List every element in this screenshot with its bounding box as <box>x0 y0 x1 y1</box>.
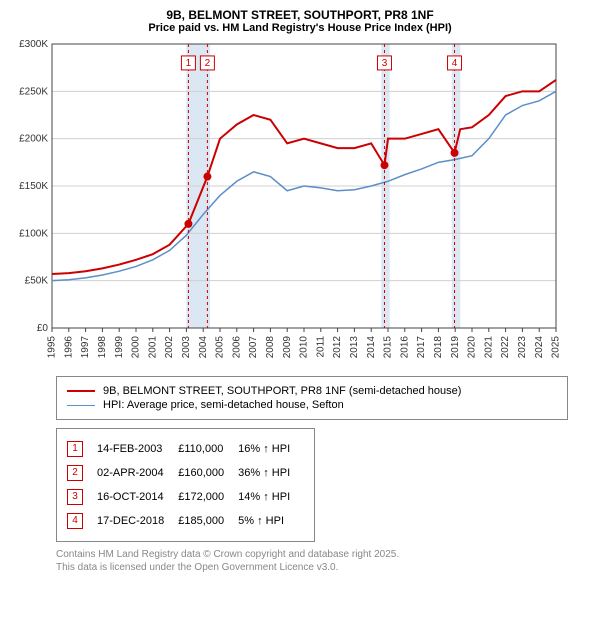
footer-line-2: This data is licensed under the Open Gov… <box>56 561 568 574</box>
svg-text:£0: £0 <box>37 323 49 334</box>
svg-text:£200K: £200K <box>19 134 48 145</box>
legend-swatch <box>67 390 95 392</box>
footer-attribution: Contains HM Land Registry data © Crown c… <box>56 548 568 574</box>
svg-text:2023: 2023 <box>517 336 528 359</box>
events-table: 1 14-FEB-2003£110,00016% ↑ HPI 2 02-APR-200… <box>56 428 315 542</box>
event-date: 14-FEB-2003 <box>97 439 178 459</box>
svg-text:1: 1 <box>186 58 192 69</box>
svg-text:2003: 2003 <box>181 336 192 359</box>
svg-text:2025: 2025 <box>551 336 562 359</box>
price-chart: £0 £50K £100K £150K £200K £250K £300K 1995 1996 1… <box>8 38 568 368</box>
svg-text:£150K: £150K <box>19 181 48 192</box>
event-delta: 14% ↑ HPI <box>238 487 304 507</box>
svg-text:2014: 2014 <box>366 336 377 359</box>
svg-text:£50K: £50K <box>25 276 49 287</box>
legend: 9B, BELMONT STREET, SOUTHPORT, PR8 1NF (… <box>56 376 568 420</box>
svg-text:2010: 2010 <box>299 336 310 359</box>
event-price: £160,000 <box>178 463 238 483</box>
event-marker: 2 <box>67 465 83 481</box>
title-line-2: Price paid vs. HM Land Registry's House … <box>8 22 592 34</box>
svg-text:1998: 1998 <box>97 336 108 359</box>
event-price: £185,000 <box>178 511 238 531</box>
event-marker: 4 <box>67 513 83 529</box>
svg-text:2005: 2005 <box>215 336 226 359</box>
event-row: 1 14-FEB-2003£110,00016% ↑ HPI <box>67 439 304 459</box>
legend-label: 9B, BELMONT STREET, SOUTHPORT, PR8 1NF (… <box>103 385 461 397</box>
svg-text:2017: 2017 <box>416 336 427 359</box>
svg-text:£250K: £250K <box>19 86 48 97</box>
svg-text:2022: 2022 <box>500 336 511 359</box>
event-date: 02-APR-2004 <box>97 463 178 483</box>
event-marker: 1 <box>67 441 83 457</box>
svg-text:2012: 2012 <box>332 336 343 359</box>
chart-container: £0 £50K £100K £150K £200K £250K £300K 1995 1996 1… <box>8 38 592 368</box>
svg-text:2016: 2016 <box>399 336 410 359</box>
svg-text:2004: 2004 <box>198 336 209 359</box>
svg-text:£300K: £300K <box>19 39 48 50</box>
event-delta: 16% ↑ HPI <box>238 439 304 459</box>
event-price: £172,000 <box>178 487 238 507</box>
legend-label: HPI: Average price, semi-detached house,… <box>103 399 344 411</box>
svg-text:2018: 2018 <box>433 336 444 359</box>
event-row: 2 02-APR-2004£160,00036% ↑ HPI <box>67 463 304 483</box>
svg-text:2019: 2019 <box>450 336 461 359</box>
svg-text:2007: 2007 <box>248 336 259 359</box>
svg-text:2: 2 <box>205 58 211 69</box>
event-date: 16-OCT-2014 <box>97 487 178 507</box>
event-marker: 3 <box>67 489 83 505</box>
svg-text:2001: 2001 <box>147 336 158 359</box>
event-row: 3 16-OCT-2014£172,00014% ↑ HPI <box>67 487 304 507</box>
event-delta: 36% ↑ HPI <box>238 463 304 483</box>
legend-item: HPI: Average price, semi-detached house,… <box>67 399 557 411</box>
svg-text:1995: 1995 <box>47 336 58 359</box>
svg-text:2021: 2021 <box>483 336 494 359</box>
legend-item: 9B, BELMONT STREET, SOUTHPORT, PR8 1NF (… <box>67 385 557 397</box>
event-row: 4 17-DEC-2018£185,0005% ↑ HPI <box>67 511 304 531</box>
svg-text:2008: 2008 <box>265 336 276 359</box>
footer-line-1: Contains HM Land Registry data © Crown c… <box>56 548 568 561</box>
svg-text:2009: 2009 <box>282 336 293 359</box>
svg-text:£100K: £100K <box>19 228 48 239</box>
svg-text:2011: 2011 <box>315 336 326 358</box>
svg-text:2002: 2002 <box>164 336 175 359</box>
svg-text:2000: 2000 <box>131 336 142 359</box>
svg-text:2013: 2013 <box>349 336 360 359</box>
svg-text:2024: 2024 <box>534 336 545 359</box>
svg-text:1997: 1997 <box>80 336 91 359</box>
event-date: 17-DEC-2018 <box>97 511 178 531</box>
event-price: £110,000 <box>178 439 238 459</box>
svg-text:3: 3 <box>382 58 388 69</box>
event-delta: 5% ↑ HPI <box>238 511 304 531</box>
svg-text:2006: 2006 <box>231 336 242 359</box>
svg-text:2020: 2020 <box>467 336 478 359</box>
svg-text:1999: 1999 <box>114 336 125 359</box>
svg-text:2015: 2015 <box>383 336 394 359</box>
svg-text:1996: 1996 <box>63 336 74 359</box>
legend-swatch <box>67 405 95 406</box>
svg-text:4: 4 <box>452 58 458 69</box>
title-line-1: 9B, BELMONT STREET, SOUTHPORT, PR8 1NF <box>8 8 592 22</box>
